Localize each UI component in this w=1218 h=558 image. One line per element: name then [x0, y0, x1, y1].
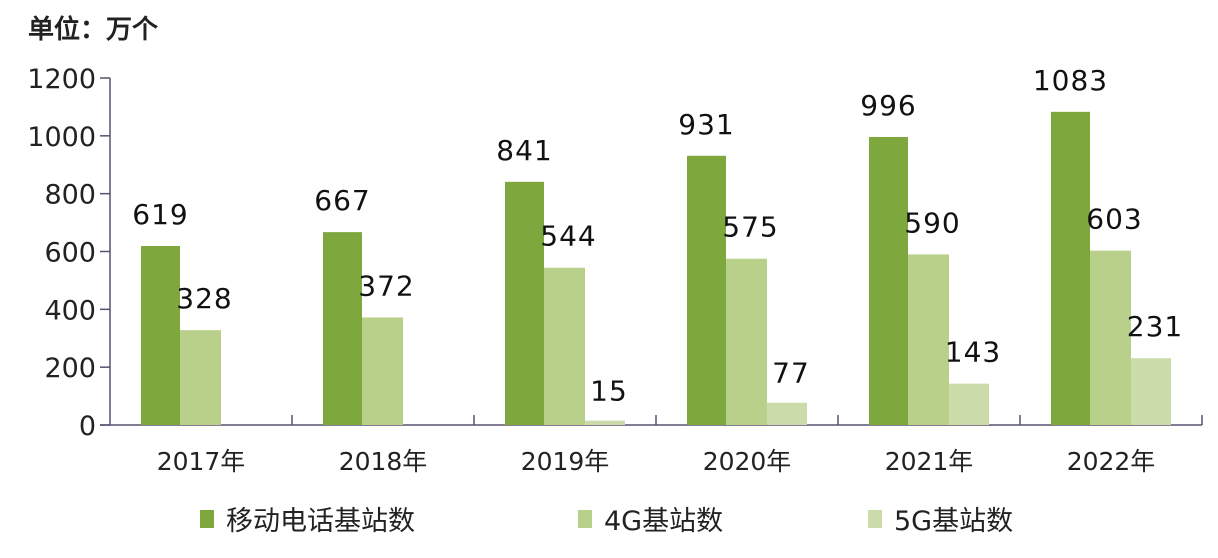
unit-label: 单位：万个	[28, 14, 159, 45]
x-tick-label: 2018年	[339, 447, 428, 476]
data-label: 1083	[1033, 64, 1108, 97]
legend-label: 5G基站数	[894, 506, 1013, 537]
x-tick-label: 2022年	[1067, 447, 1156, 476]
data-label: 603	[1086, 203, 1142, 236]
legend-label: 4G基站数	[604, 506, 723, 537]
y-tick-label: 0	[79, 411, 96, 442]
bar	[726, 258, 767, 425]
y-tick-label: 1200	[27, 64, 96, 95]
data-label: 143	[945, 336, 1001, 369]
legend-swatch	[578, 510, 592, 528]
bar	[544, 267, 585, 425]
y-tick-label: 1000	[27, 122, 96, 153]
data-label: 841	[496, 134, 552, 167]
data-label: 77	[772, 357, 810, 390]
y-tick-label: 400	[44, 295, 96, 326]
data-label: 231	[1127, 310, 1183, 343]
bar	[767, 402, 807, 425]
bar	[362, 317, 403, 425]
y-tick-label: 200	[44, 353, 96, 384]
bar	[505, 181, 544, 425]
data-labels: 619 328 667 372 841 544 15 931 575 77 996 590 143 108…	[132, 64, 1183, 408]
bar	[141, 246, 180, 425]
bar	[1131, 358, 1171, 425]
axes: 0 200 400 600 800 1000 1200 2017年 2018年 2019年 2020…	[27, 64, 1203, 476]
data-label: 328	[176, 282, 232, 315]
bar	[1090, 250, 1131, 425]
x-tick-label: 2017年	[157, 447, 246, 476]
legend-label: 移动电话基站数	[226, 506, 415, 537]
data-label: 996	[860, 89, 916, 122]
bar	[180, 330, 221, 425]
data-label: 575	[722, 211, 778, 244]
x-tick-label: 2020年	[703, 447, 792, 476]
data-label: 619	[132, 198, 188, 231]
bar	[1051, 111, 1090, 426]
legend-swatch	[200, 510, 214, 528]
legend-swatch	[868, 510, 882, 528]
data-label: 15	[590, 375, 628, 408]
bar	[585, 420, 625, 425]
bar	[949, 383, 989, 425]
legend: 移动电话基站数 4G基站数 5G基站数	[200, 506, 1013, 537]
data-label: 931	[678, 108, 734, 141]
data-label: 372	[358, 269, 414, 302]
y-tick-label: 800	[44, 180, 96, 211]
x-tick-label: 2019年	[521, 447, 610, 476]
data-label: 590	[904, 206, 960, 239]
bar	[687, 155, 726, 425]
data-label: 544	[540, 220, 596, 253]
bar	[869, 136, 908, 426]
bar	[908, 254, 949, 425]
bars	[141, 111, 1171, 426]
bar	[323, 232, 362, 425]
data-label: 667	[314, 184, 370, 217]
y-tick-label: 600	[44, 238, 96, 269]
x-tick-label: 2021年	[885, 447, 974, 476]
